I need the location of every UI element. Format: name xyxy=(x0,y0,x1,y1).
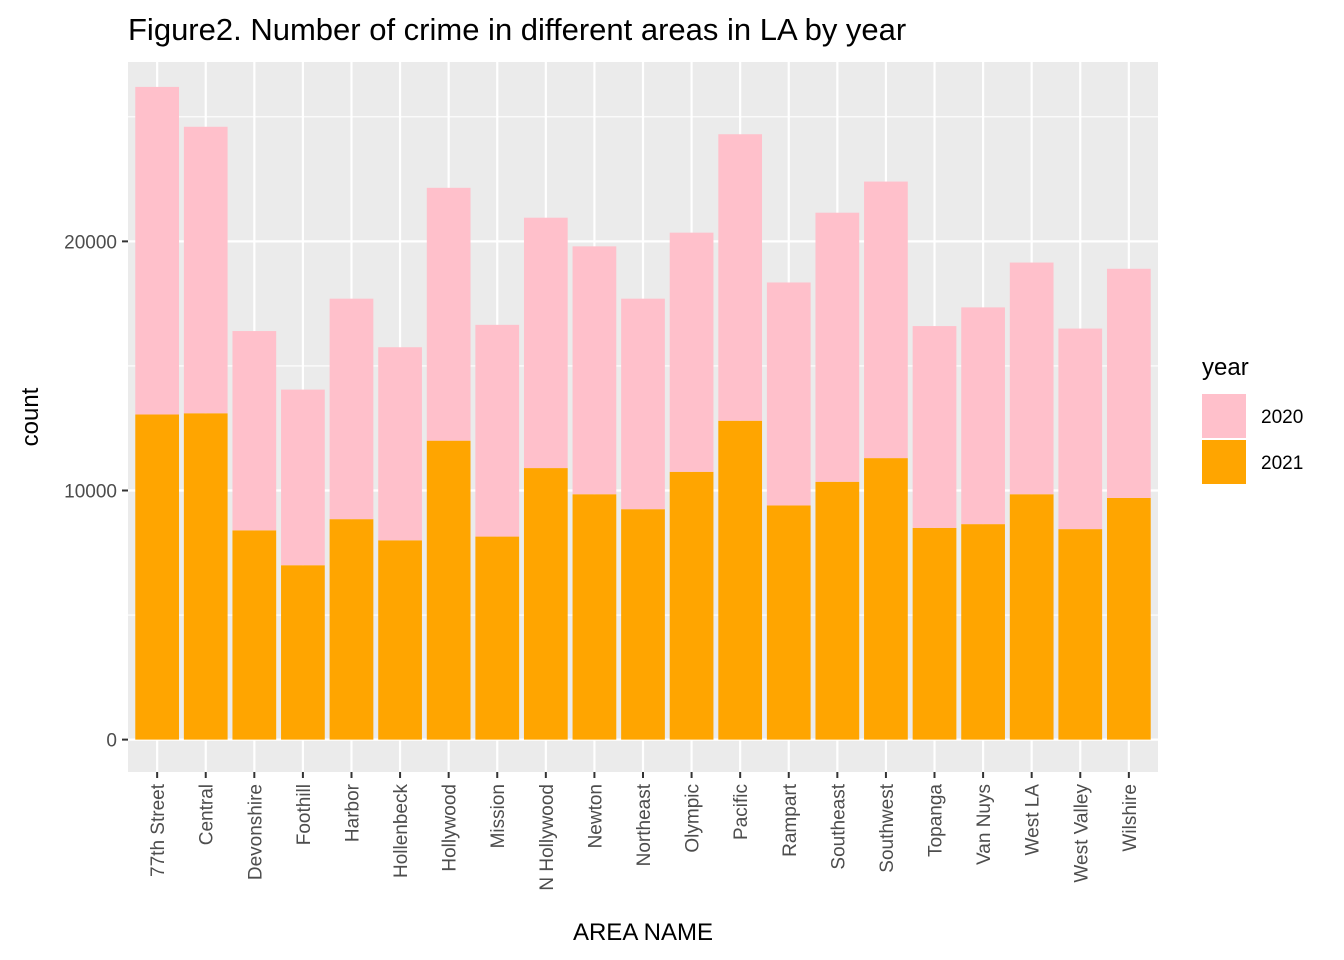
bar-2020 xyxy=(329,298,374,520)
legend-label-2021: 2021 xyxy=(1261,453,1303,474)
bar-2021 xyxy=(572,494,617,740)
x-tick-label: Olympic xyxy=(683,784,704,853)
y-axis-title: count xyxy=(17,387,44,446)
bar-2021 xyxy=(961,524,1005,740)
bar-2021 xyxy=(621,509,665,740)
x-tick-label: Central xyxy=(197,784,218,845)
legend-title: year xyxy=(1202,354,1249,381)
bars xyxy=(135,86,1151,740)
bar-2020 xyxy=(135,86,180,415)
x-tick-label: Wilshire xyxy=(1120,784,1141,852)
x-tick-label: Harbor xyxy=(342,783,363,842)
bar-2020 xyxy=(281,389,325,566)
bar-2021 xyxy=(475,536,520,740)
x-tick-label: Pacific xyxy=(731,784,752,840)
bar-2020 xyxy=(475,324,520,537)
bar-2021 xyxy=(1106,497,1151,740)
legend-key-2020 xyxy=(1202,394,1246,438)
bar-2021 xyxy=(766,505,811,740)
x-tick-label: Mission xyxy=(488,784,509,848)
bar-2020 xyxy=(572,246,617,495)
bar-2020 xyxy=(912,326,957,528)
y-tick-label: 10000 xyxy=(64,481,117,502)
chart-title: Figure2. Number of crime in different ar… xyxy=(128,12,906,47)
x-tick-label: Topanga xyxy=(926,784,947,857)
bar-2020 xyxy=(961,307,1005,525)
bar-2021 xyxy=(1058,529,1103,740)
x-axis-title: AREA NAME xyxy=(573,919,713,946)
x-tick-label: Van Nuys xyxy=(974,784,995,865)
bar-2020 xyxy=(815,212,860,482)
x-tick-label: Southwest xyxy=(877,783,898,872)
legend: year 2020 2021 xyxy=(1202,354,1303,484)
x-tick-label: Devonshire xyxy=(245,784,266,880)
x-tick-label: Hollenbeck xyxy=(391,784,412,878)
bar-2020 xyxy=(523,217,568,469)
y-axis: 0 10000 20000 xyxy=(64,232,128,752)
bar-2021 xyxy=(864,458,908,740)
bar-2021 xyxy=(135,414,180,740)
x-tick-label: West LA xyxy=(1023,784,1044,856)
bar-2020 xyxy=(718,134,763,421)
x-tick-label: Newton xyxy=(585,784,606,848)
bar-2020 xyxy=(766,282,811,506)
x-tick-label: N Hollywood xyxy=(537,784,558,891)
bar-2021 xyxy=(426,440,471,740)
legend-items: 2020 2021 xyxy=(1202,394,1303,484)
bar-2020 xyxy=(232,331,277,531)
bar-2021 xyxy=(281,565,325,740)
bar-2020 xyxy=(864,181,908,459)
legend-key-2021 xyxy=(1202,440,1246,484)
bar-2021 xyxy=(669,471,714,740)
bar-2020 xyxy=(1106,268,1151,498)
bar-2021 xyxy=(378,540,422,740)
bar-2021 xyxy=(718,420,763,740)
bar-2020 xyxy=(378,347,422,541)
bar-2020 xyxy=(1058,328,1103,530)
bar-2020 xyxy=(426,187,471,441)
bar-2020 xyxy=(183,126,228,414)
x-axis: 77th Street Central Devonshire Foothill Harb… xyxy=(148,772,1141,891)
x-tick-label: Foothill xyxy=(294,784,315,845)
x-tick-label: West Valley xyxy=(1071,784,1092,883)
x-tick-label: 77th Street xyxy=(148,783,169,877)
bar-2020 xyxy=(621,298,665,510)
bar-2020 xyxy=(1009,262,1054,495)
bar-2021 xyxy=(912,527,957,740)
bar-2021 xyxy=(183,413,228,740)
y-tick-label: 20000 xyxy=(64,232,117,253)
y-tick-label: 0 xyxy=(106,731,117,752)
bar-2021 xyxy=(329,519,374,740)
bar-2020 xyxy=(669,232,714,472)
bar-2021 xyxy=(815,481,860,740)
x-tick-label: Hollywood xyxy=(440,784,461,872)
x-tick-label: Rampart xyxy=(780,783,801,857)
x-tick-label: Northeast xyxy=(634,783,655,866)
bar-2021 xyxy=(232,530,277,740)
bar-2021 xyxy=(1009,494,1054,740)
bar-2021 xyxy=(523,468,568,740)
x-tick-label: Southeast xyxy=(828,783,849,869)
legend-label-2020: 2020 xyxy=(1261,407,1303,428)
